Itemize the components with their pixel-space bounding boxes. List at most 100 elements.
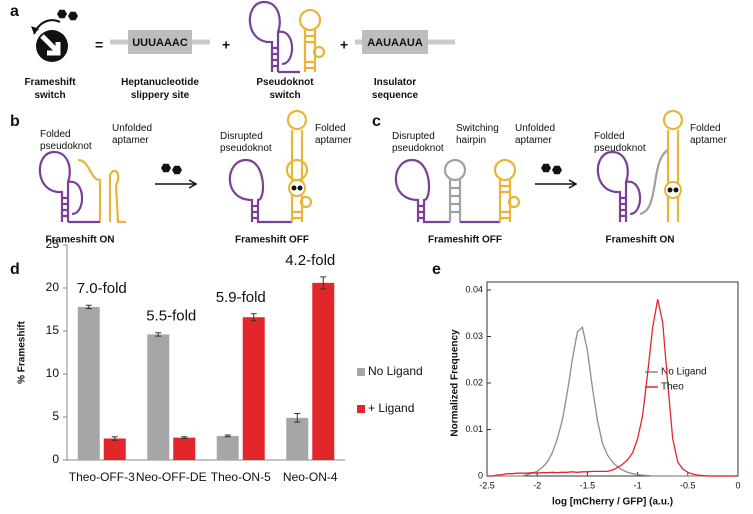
ligand [541, 163, 562, 175]
caption-line: Frameshift [24, 77, 76, 88]
bar [286, 417, 309, 460]
y-axis-title: % Frameshift [17, 320, 28, 383]
state-label: Frameshift ON [606, 235, 675, 246]
panel-label: b [10, 113, 20, 130]
aptamer [298, 8, 326, 74]
caption-line: sequence [372, 90, 419, 101]
x-tick-label: -2.5 [479, 480, 495, 490]
bar [173, 437, 196, 460]
seq-box [128, 30, 192, 54]
aptamer-loop [286, 109, 308, 131]
y-tick-label: 0.01 [465, 424, 483, 434]
x-tick-label: -2 [533, 480, 541, 490]
error-bar [155, 332, 162, 337]
annotation: Disrupted pseudoknot [220, 131, 272, 154]
panel-label: e [432, 261, 441, 278]
annotation: Folded aptamer [690, 123, 727, 146]
fold-label: 7.0-fold [77, 280, 127, 297]
caption-line: Heptanucleotide [121, 77, 199, 88]
y-tick-label: 0 [52, 452, 59, 466]
annotation: Folded aptamer [315, 123, 352, 146]
x-tick-label: -1.5 [580, 480, 596, 490]
hairpin-loop [443, 158, 467, 182]
annotation-line: Disrupted [392, 131, 435, 142]
pseudoknot [596, 150, 642, 224]
annotation-line: aptamer [690, 135, 727, 146]
legend-label: + Ligand [368, 401, 414, 415]
plot-frame [486, 281, 739, 477]
arrow [155, 179, 198, 189]
panel-label: d [10, 261, 20, 278]
y-tick-label: 20 [46, 280, 60, 294]
x-tick-label: -0.5 [680, 480, 696, 490]
switch-arrow [40, 34, 61, 56]
caption-line: Insulator [374, 77, 416, 88]
arrow [535, 179, 578, 189]
pseudoknot [38, 150, 84, 224]
legend-label: Theo [661, 382, 684, 393]
y-tick-label: 10 [46, 366, 60, 380]
disrupted-knot [228, 158, 292, 224]
pseudoknot [248, 0, 294, 74]
annotation-line: Unfolded [515, 123, 555, 134]
legend-swatch [357, 368, 365, 376]
switching-hairpin [448, 180, 462, 222]
caption: Frameshift switch [24, 77, 76, 101]
x-tick-label: -1 [634, 480, 642, 490]
y-tick-label: 15 [46, 323, 60, 337]
plus: + [340, 37, 348, 53]
bar [77, 306, 100, 460]
x-tick-label: Theo-ON-5 [211, 470, 271, 484]
error-bar [294, 413, 301, 423]
fold-label: 5.9-fold [216, 289, 266, 306]
legend-label: No Ligand [368, 364, 423, 378]
y-tick-label: 0.04 [465, 284, 483, 294]
caption: Pseudoknot switch [256, 77, 314, 101]
fold-label: 5.5-fold [146, 308, 196, 325]
caption-line: switch [269, 90, 300, 101]
aptamer-loop [662, 109, 684, 131]
series-line [487, 299, 738, 477]
fold-label: 4.2-fold [285, 252, 335, 269]
ligand [57, 9, 78, 21]
y-tick-label: 5 [52, 409, 59, 423]
insulator-seq: AAUAAUA [367, 37, 423, 49]
caption-line: switch [34, 90, 65, 101]
annotation-line: aptamer [112, 135, 149, 146]
annotation: Disrupted pseudoknot [392, 131, 444, 154]
caption: Insulator sequence [372, 77, 419, 101]
annotation: Folded pseudoknot [594, 131, 646, 154]
annotation-line: Folded [315, 123, 346, 134]
annotation-line: Unfolded [112, 123, 152, 134]
y-axis-title: Normalized Frequency [450, 329, 461, 437]
y-tick-label: 0.02 [465, 377, 483, 387]
ligand [161, 163, 182, 175]
aptamer [493, 158, 521, 224]
disrupted-knot [394, 158, 450, 224]
error-bar [250, 313, 257, 322]
annotation: Unfolded aptamer [112, 123, 152, 146]
ligand-dot [667, 187, 673, 193]
plus: + [222, 37, 230, 53]
caption: Heptanucleotide slippery site [121, 77, 199, 101]
caption-line: Pseudoknot [256, 77, 314, 88]
annotation-line: aptamer [315, 135, 352, 146]
y-tick-label: 0.03 [465, 331, 483, 341]
annotation-line: Switching [456, 123, 499, 134]
ligand-dot [291, 185, 297, 191]
annotation: Switching hairpin [456, 123, 499, 146]
annotation-line: pseudoknot [40, 141, 92, 152]
annotation-line: pseudoknot [392, 143, 444, 154]
annotation: Unfolded aptamer [515, 123, 555, 146]
error-bar [181, 436, 188, 439]
annotation-line: Folded [690, 123, 721, 134]
state-label: Frameshift ON [46, 235, 115, 246]
state-label: Frameshift OFF [235, 235, 309, 246]
ligand-dot [297, 185, 303, 191]
unfolded-aptamer [77, 158, 126, 224]
error-bar [224, 434, 231, 438]
aptamer-stem [290, 130, 304, 190]
annotation-line: pseudoknot [594, 143, 646, 154]
panel-label: c [372, 113, 381, 130]
